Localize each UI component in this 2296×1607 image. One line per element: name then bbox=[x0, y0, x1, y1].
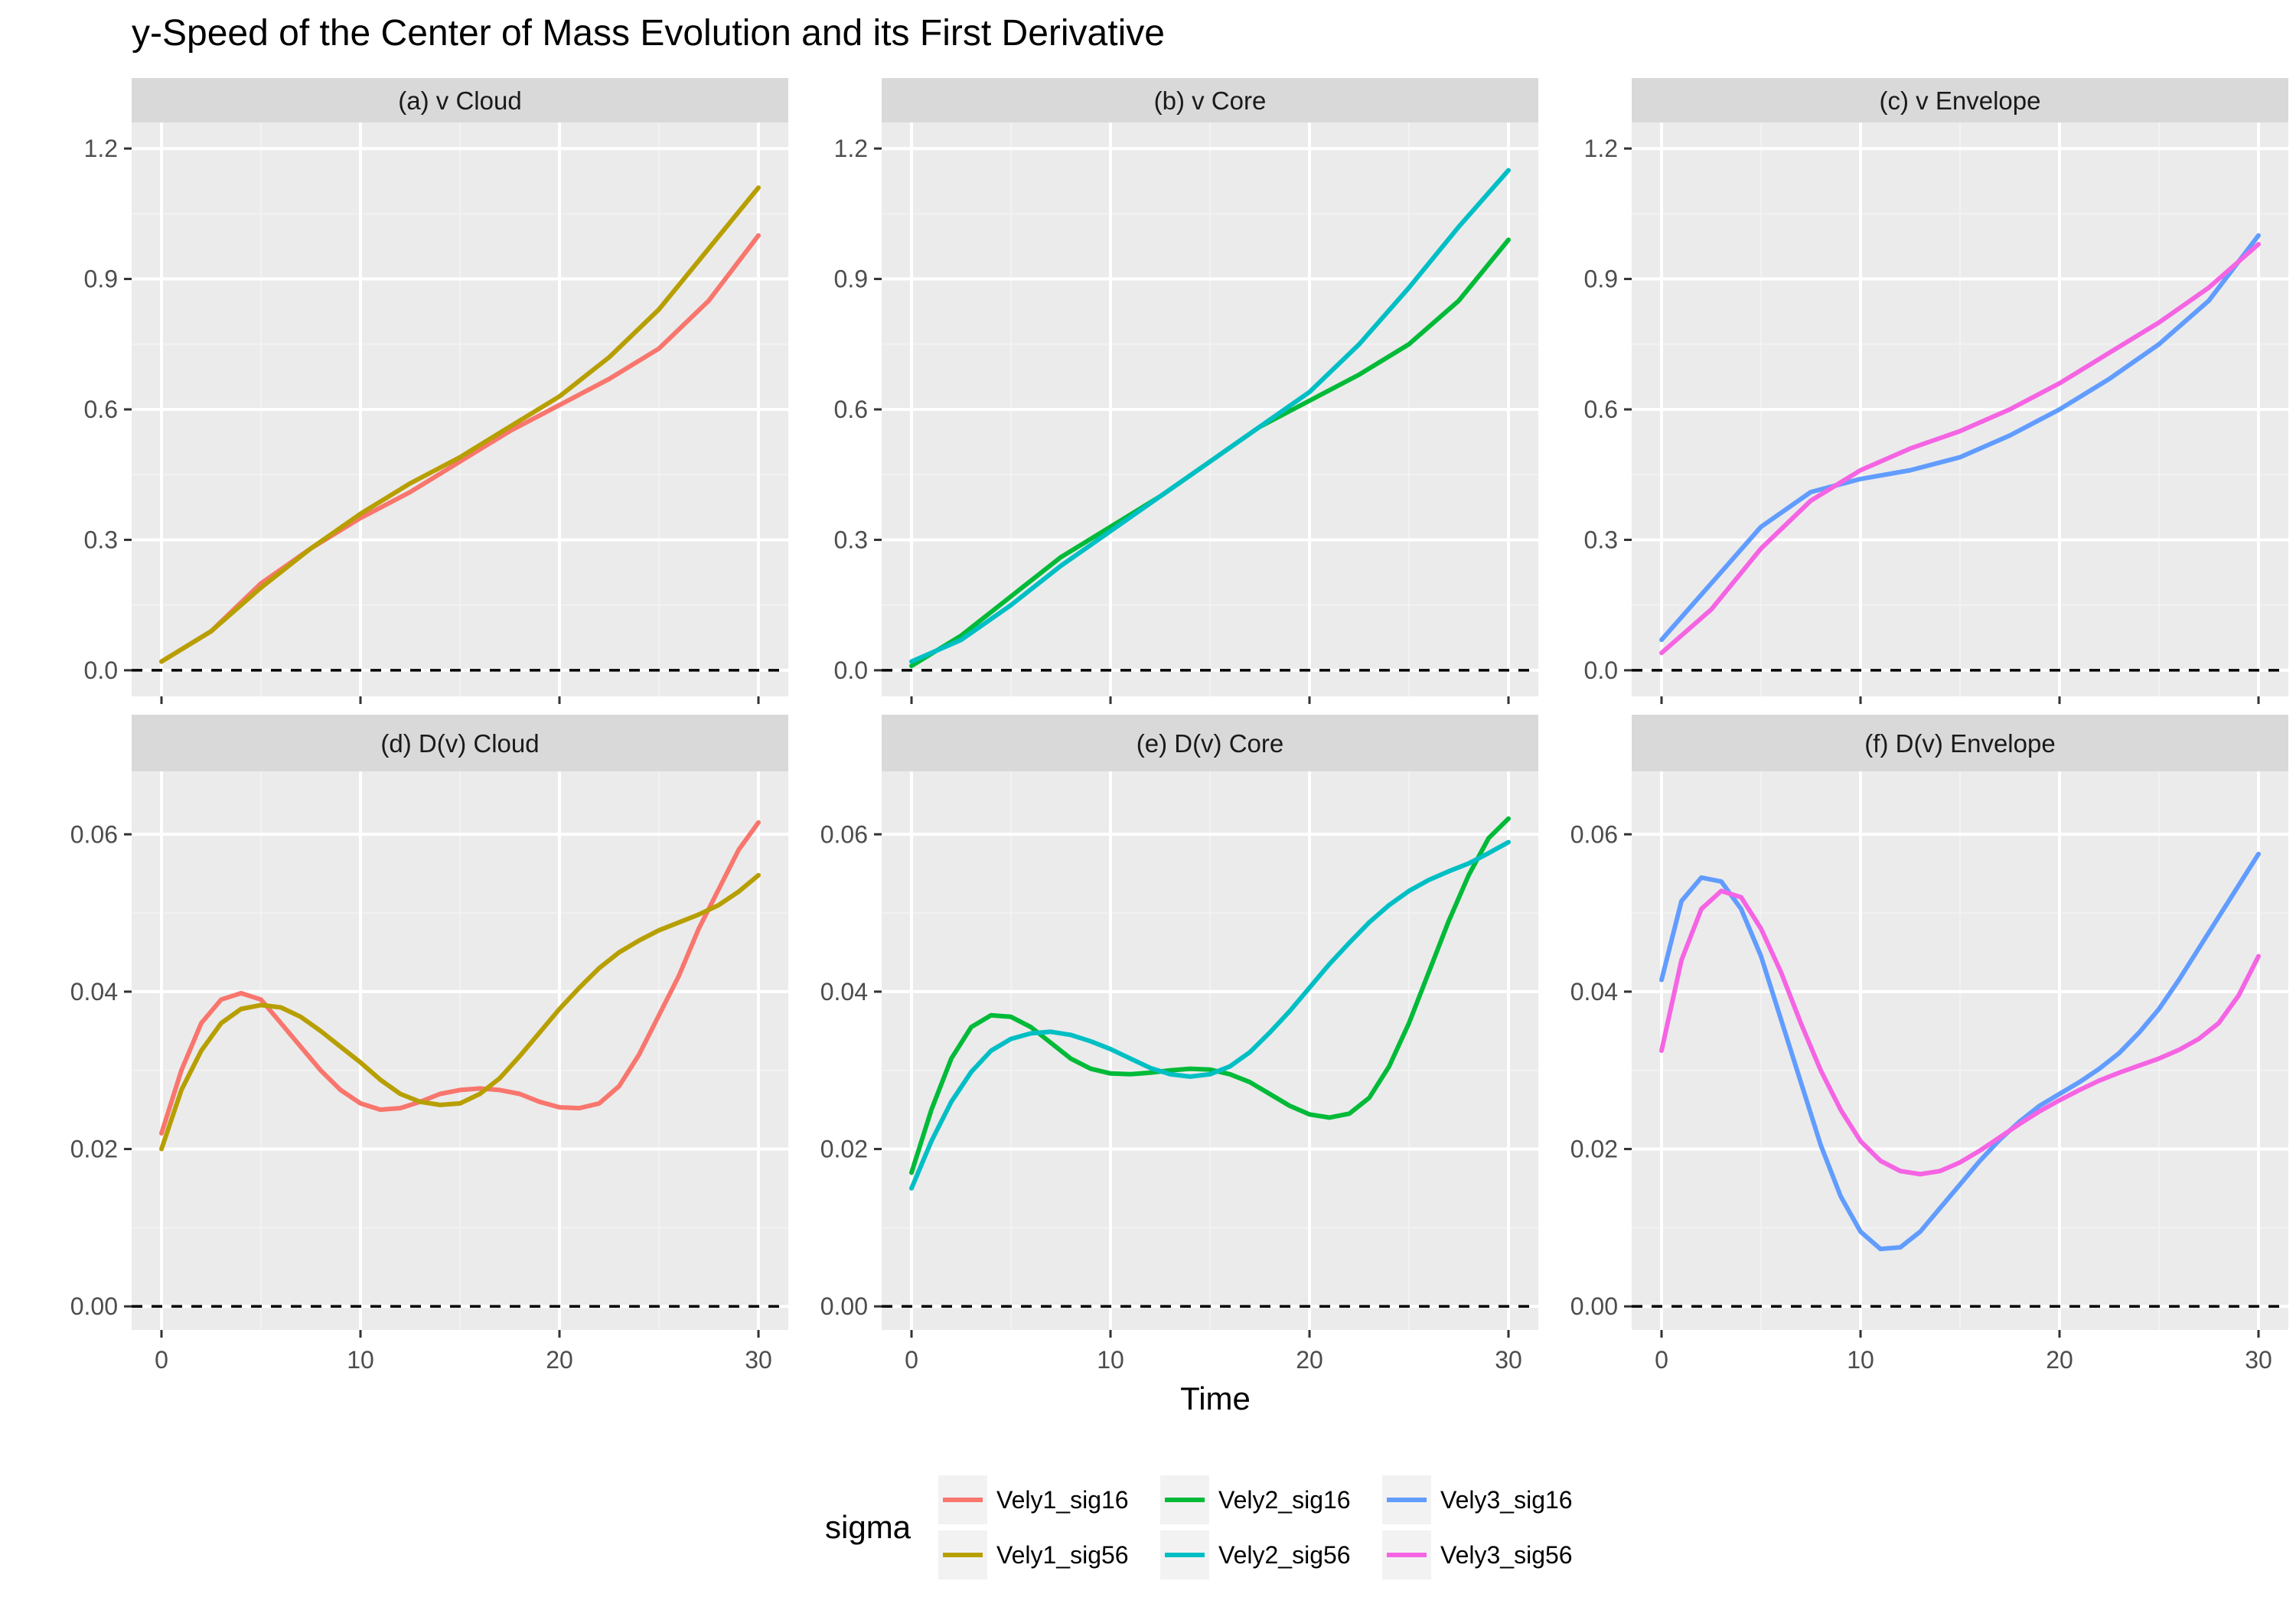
x-axis-title: Time bbox=[1180, 1380, 1251, 1416]
y-tick-label: 1.2 bbox=[84, 135, 118, 162]
y-tick-label: 0.0 bbox=[84, 657, 118, 684]
x-tick-label: 30 bbox=[2245, 1346, 2272, 1374]
y-tick-label: 0.3 bbox=[84, 526, 118, 553]
panel-f-d-v-envelope: (f) D(v) Envelope 0.00 0.02 0.04 0.06 0 10 20 30 bbox=[1570, 715, 2288, 1374]
x-tick-label: 0 bbox=[1655, 1346, 1668, 1374]
legend-item-vely2-sig56: Vely2_sig56 bbox=[1160, 1530, 1351, 1579]
legend-label: Vely3_sig56 bbox=[1440, 1541, 1573, 1569]
x-tick-label: 20 bbox=[1296, 1346, 1323, 1374]
y-tick-label: 0.02 bbox=[1570, 1136, 1618, 1163]
legend-item-vely1-sig56: Vely1_sig56 bbox=[938, 1530, 1129, 1579]
y-tick-label: 0.00 bbox=[820, 1292, 868, 1320]
panel-c-v-envelope: (c) v Envelope 0.0 0.3 0.6 0.9 1.2 bbox=[1584, 78, 2288, 704]
y-tick-label: 0.04 bbox=[70, 978, 118, 1006]
series-line-vely3-sig16 bbox=[1659, 852, 2261, 1252]
x-tick-label: 0 bbox=[155, 1346, 168, 1374]
y-tick-label: 0.0 bbox=[834, 657, 868, 684]
chart-title: y-Speed of the Center of Mass Evolution … bbox=[132, 13, 1165, 54]
y-tick-label: 0.0 bbox=[1584, 657, 1618, 684]
legend-label: Vely2_sig56 bbox=[1218, 1541, 1351, 1569]
legend-label: Vely3_sig16 bbox=[1440, 1486, 1573, 1514]
strip-label: (f) D(v) Envelope bbox=[1864, 729, 2055, 758]
y-tick-label: 0.06 bbox=[70, 820, 118, 848]
y-tick-label: 0.6 bbox=[84, 396, 118, 423]
legend-item-vely3-sig56: Vely3_sig56 bbox=[1382, 1530, 1573, 1579]
x-tick-label: 0 bbox=[905, 1346, 918, 1374]
y-tick-label: 0.00 bbox=[1570, 1292, 1618, 1320]
x-tick-label: 10 bbox=[1847, 1346, 1874, 1374]
strip-label: (c) v Envelope bbox=[1880, 86, 2041, 115]
y-tick-label: 0.04 bbox=[1570, 978, 1618, 1006]
series-line-vely1-sig56 bbox=[159, 872, 761, 1152]
legend-item-vely1-sig16: Vely1_sig16 bbox=[938, 1475, 1129, 1524]
legend-title: sigma bbox=[825, 1509, 912, 1545]
x-tick-label: 30 bbox=[745, 1346, 772, 1374]
panel-b-v-core: (b) v Core 0.0 0.3 0.6 0.9 1.2 bbox=[834, 78, 1538, 704]
strip-label: (e) D(v) Core bbox=[1137, 729, 1284, 758]
legend-item-vely2-sig16: Vely2_sig16 bbox=[1160, 1475, 1351, 1524]
y-tick-label: 1.2 bbox=[1584, 135, 1618, 162]
y-tick-label: 0.9 bbox=[1584, 266, 1618, 293]
y-tick-label: 1.2 bbox=[834, 135, 868, 162]
strip-label: (d) D(v) Cloud bbox=[380, 729, 539, 758]
legend-label: Vely1_sig56 bbox=[996, 1541, 1129, 1569]
legend-item-vely3-sig16: Vely3_sig16 bbox=[1382, 1475, 1573, 1524]
series-line-vely1-sig16 bbox=[159, 820, 761, 1136]
series-line-vely3-sig56 bbox=[1659, 888, 2261, 1177]
legend-label: Vely2_sig16 bbox=[1218, 1486, 1351, 1514]
x-tick-label: 20 bbox=[546, 1346, 573, 1374]
y-tick-label: 0.3 bbox=[1584, 526, 1618, 553]
panel-a-v-cloud: (a) v Cloud 0.0 0.3 0.6 0.9 1.2 bbox=[84, 78, 788, 704]
series-line-vely1-sig56 bbox=[159, 185, 761, 664]
x-tick-label: 30 bbox=[1495, 1346, 1522, 1374]
legend-label: Vely1_sig16 bbox=[996, 1486, 1129, 1514]
series-line-vely3-sig56 bbox=[1659, 242, 2261, 656]
strip-bg bbox=[882, 715, 1538, 771]
panel-e-d-v-core: (e) D(v) Core 0.00 0.02 0.04 0.06 0 10 20 30 bbox=[820, 715, 1538, 1374]
y-tick-label: 0.02 bbox=[70, 1136, 118, 1163]
y-tick-label: 0.9 bbox=[834, 266, 868, 293]
x-tick-label: 10 bbox=[1097, 1346, 1124, 1374]
y-tick-label: 0.00 bbox=[70, 1292, 118, 1320]
strip-bg bbox=[882, 78, 1538, 122]
series-line-vely1-sig16 bbox=[159, 233, 761, 664]
y-tick-label: 0.04 bbox=[820, 978, 868, 1006]
strip-bg bbox=[132, 715, 788, 771]
strip-label: (a) v Cloud bbox=[398, 86, 521, 115]
y-tick-label: 0.3 bbox=[834, 526, 868, 553]
series-line-vely3-sig16 bbox=[1659, 233, 2261, 643]
y-tick-label: 0.06 bbox=[820, 820, 868, 848]
panel-d-d-v-cloud: (d) D(v) Cloud 0.00 0.02 0.04 0.06 0 10 20 30 bbox=[70, 715, 788, 1374]
strip-bg bbox=[1632, 78, 2288, 122]
y-tick-label: 0.06 bbox=[1570, 820, 1618, 848]
x-tick-label: 20 bbox=[2046, 1346, 2073, 1374]
legend: sigma Vely1_sig16 Vely1_sig56 Vely2_sig16 Ve… bbox=[825, 1475, 1573, 1579]
strip-bg bbox=[132, 78, 788, 122]
y-tick-label: 0.02 bbox=[820, 1136, 868, 1163]
y-tick-label: 0.9 bbox=[84, 266, 118, 293]
series-line-vely2-sig16 bbox=[909, 816, 1511, 1175]
series-line-vely2-sig56 bbox=[909, 168, 1511, 664]
x-tick-label: 10 bbox=[347, 1346, 374, 1374]
strip-bg bbox=[1632, 715, 2288, 771]
y-tick-label: 0.6 bbox=[834, 396, 868, 423]
strip-label: (b) v Core bbox=[1154, 86, 1267, 115]
series-line-vely2-sig56 bbox=[909, 839, 1511, 1191]
y-tick-label: 0.6 bbox=[1584, 396, 1618, 423]
